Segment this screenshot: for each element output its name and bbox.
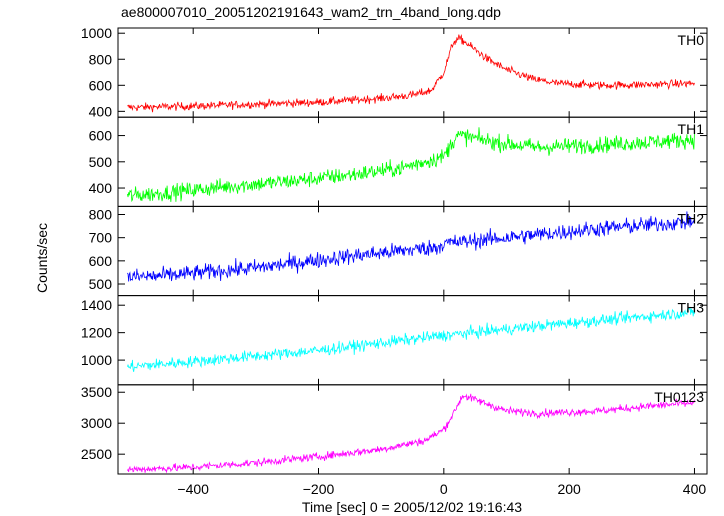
y-tick-label: 800 bbox=[89, 207, 113, 223]
y-tick-label: 600 bbox=[89, 77, 113, 93]
panel-label: TH1 bbox=[678, 121, 705, 137]
y-tick-label: 600 bbox=[89, 128, 113, 144]
series-th0123 bbox=[127, 393, 695, 474]
y-tick-label: 800 bbox=[89, 51, 113, 67]
x-tick-label: 200 bbox=[557, 481, 581, 497]
panel-label: TH0123 bbox=[654, 389, 704, 405]
y-tick-label: 600 bbox=[89, 253, 113, 269]
y-tick-label: 1000 bbox=[81, 352, 112, 368]
y-tick-label: 3000 bbox=[81, 415, 112, 431]
x-tick-label: 400 bbox=[683, 481, 707, 497]
series-th3 bbox=[127, 306, 695, 372]
x-axis: −400 −200 0 200 400 bbox=[177, 481, 706, 497]
panel-label: TH2 bbox=[678, 210, 705, 226]
chart-title: ae800007010_20051202191643_wam2_trn_4ban… bbox=[121, 4, 501, 20]
y-tick-label: 400 bbox=[89, 180, 113, 196]
y-tick-label: 700 bbox=[89, 230, 113, 246]
y-tick-label: 1400 bbox=[81, 297, 112, 313]
panel-frame bbox=[117, 27, 708, 118]
x-tick-label: −400 bbox=[177, 481, 209, 497]
panel-label: TH0 bbox=[678, 32, 705, 48]
series-th0 bbox=[127, 33, 695, 113]
x-tick-label: −200 bbox=[303, 481, 335, 497]
panel-frame bbox=[117, 295, 708, 386]
x-tick-label: 0 bbox=[440, 481, 448, 497]
x-axis-label: Time [sec] 0 = 2005/12/02 19:16:43 bbox=[302, 499, 522, 515]
panel-th3: 1000 1200 1400 TH3 bbox=[81, 295, 708, 386]
panel-frame bbox=[117, 384, 708, 475]
y-tick-label: 2500 bbox=[81, 446, 112, 462]
y-tick-label: 1000 bbox=[81, 25, 112, 41]
panel-label: TH3 bbox=[678, 300, 705, 316]
y-tick-label: 1200 bbox=[81, 325, 112, 341]
panel-th2: 500 600 700 800 TH2 bbox=[89, 205, 708, 297]
panel-th0123: 2500 3000 3500 TH0123 bbox=[81, 384, 708, 475]
y-tick-label: 500 bbox=[89, 154, 113, 170]
series-th2 bbox=[127, 211, 695, 282]
y-axis-label: Counts/sec bbox=[34, 223, 50, 293]
panel-th0: 400 600 800 1000 TH0 bbox=[81, 25, 708, 119]
series-th1 bbox=[127, 127, 695, 203]
panel-th1: 400 500 600 TH1 bbox=[89, 116, 708, 207]
y-tick-label: 3500 bbox=[81, 384, 112, 400]
panel-frame bbox=[117, 116, 708, 207]
y-tick-label: 500 bbox=[89, 276, 113, 292]
panels-group: 400 600 800 1000 TH0 400 500 600 TH1 500 600 700 800… bbox=[81, 25, 708, 475]
y-tick-label: 400 bbox=[89, 103, 113, 119]
